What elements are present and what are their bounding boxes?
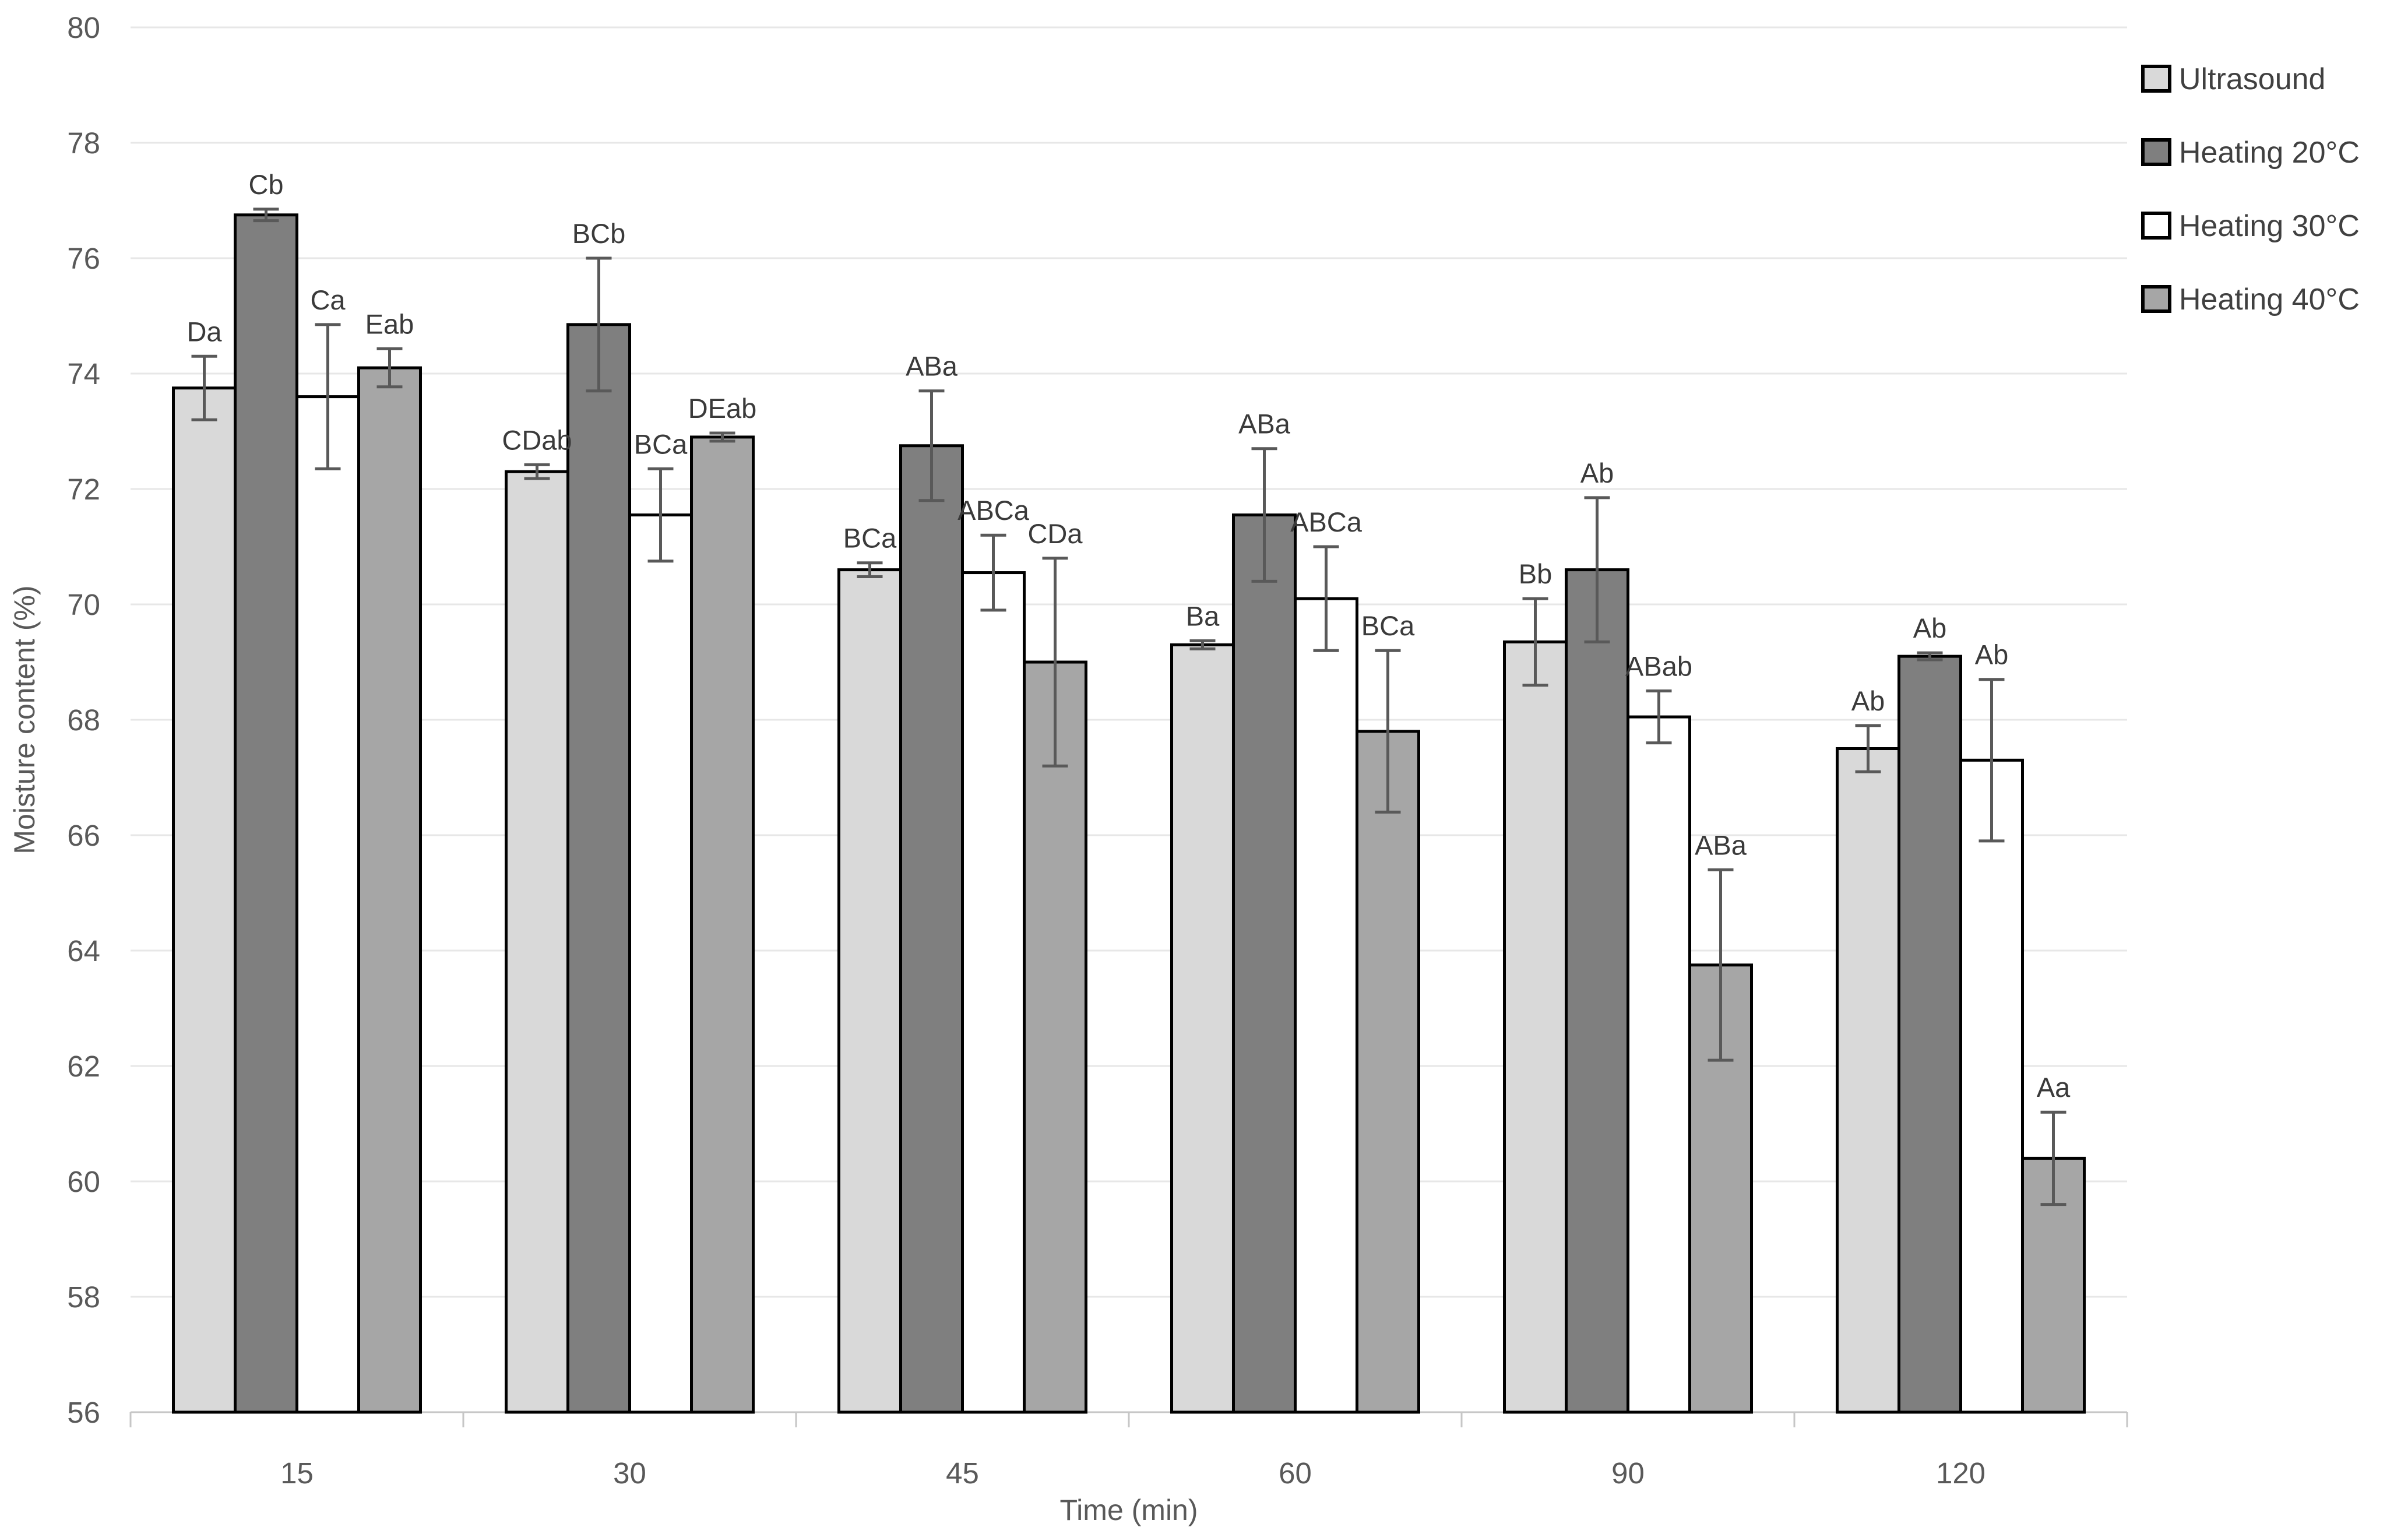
significance-label: Cb bbox=[248, 169, 283, 200]
significance-label: ABa bbox=[1695, 829, 1747, 860]
x-axis-title: Time (min) bbox=[1059, 1494, 1198, 1526]
x-tick-label: 15 bbox=[280, 1456, 314, 1490]
significance-label: Ab bbox=[1580, 458, 1614, 488]
y-axis-title: Moisture content (%) bbox=[8, 585, 41, 854]
significance-label: BCa bbox=[843, 523, 897, 554]
bar-45min-series-3 bbox=[961, 571, 1026, 1414]
bar-90min-series-2 bbox=[1565, 568, 1629, 1414]
y-tick-label: 80 bbox=[67, 11, 100, 44]
bar-15min-series-2 bbox=[234, 213, 298, 1414]
significance-label: Ab bbox=[1851, 685, 1885, 716]
bar-30min-series-4 bbox=[690, 435, 755, 1414]
bar-90min-series-3 bbox=[1627, 715, 1691, 1414]
significance-label: Eab bbox=[365, 308, 414, 339]
significance-label: ABCa bbox=[1290, 506, 1363, 537]
legend-label: Ultrasound bbox=[2179, 62, 2325, 96]
y-tick-label: 58 bbox=[67, 1280, 100, 1314]
y-tick-label: 64 bbox=[67, 934, 100, 967]
bar-45min-series-1 bbox=[837, 568, 902, 1414]
bar-60min-series-4 bbox=[1356, 730, 1420, 1414]
x-tick-label: 45 bbox=[946, 1456, 979, 1490]
y-tick-label: 56 bbox=[67, 1396, 100, 1429]
y-tick-label: 72 bbox=[67, 473, 100, 506]
y-tick-label: 68 bbox=[67, 703, 100, 737]
significance-label: BCb bbox=[572, 218, 625, 249]
bar-60min-series-1 bbox=[1170, 643, 1235, 1414]
x-tick-label: 60 bbox=[1279, 1456, 1312, 1490]
bar-120min-series-2 bbox=[1897, 655, 1962, 1414]
legend-swatch-series-3 bbox=[2141, 212, 2171, 240]
legend-label: Heating 20°C bbox=[2179, 136, 2360, 170]
bar-45min-series-4 bbox=[1023, 660, 1087, 1414]
significance-label: Da bbox=[186, 316, 222, 347]
legend-label: Heating 40°C bbox=[2179, 283, 2360, 316]
significance-label: Ca bbox=[310, 284, 346, 315]
bar-45min-series-2 bbox=[899, 444, 964, 1414]
significance-label: DEab bbox=[688, 393, 757, 424]
y-tick-label: 76 bbox=[67, 242, 100, 275]
x-tick-label: 120 bbox=[1936, 1456, 1985, 1490]
bar-30min-series-3 bbox=[628, 513, 693, 1414]
significance-label: Bb bbox=[1519, 558, 1552, 589]
significance-label: BCa bbox=[634, 428, 688, 459]
significance-label: Aa bbox=[2037, 1072, 2071, 1103]
y-tick-label: 66 bbox=[67, 819, 100, 852]
significance-label: ABa bbox=[1238, 409, 1291, 439]
bar-15min-series-1 bbox=[172, 386, 237, 1414]
bar-90min-series-1 bbox=[1503, 640, 1568, 1414]
bar-60min-series-2 bbox=[1232, 513, 1297, 1414]
legend-swatch-series-2 bbox=[2141, 138, 2171, 166]
y-tick-label: 62 bbox=[67, 1050, 100, 1083]
bar-120min-series-1 bbox=[1836, 747, 1900, 1414]
significance-label: Ab bbox=[1975, 639, 2009, 670]
significance-label: ABCa bbox=[957, 495, 1030, 526]
legend-swatch-series-4 bbox=[2141, 285, 2171, 313]
y-tick-label: 74 bbox=[67, 357, 100, 390]
bar-120min-series-4 bbox=[2021, 1156, 2086, 1414]
significance-label: CDa bbox=[1027, 518, 1083, 549]
significance-label: Ab bbox=[1913, 613, 1947, 643]
bar-30min-series-2 bbox=[566, 323, 631, 1414]
significance-label: BCa bbox=[1361, 610, 1415, 641]
significance-label: ABab bbox=[1625, 651, 1692, 682]
bar-30min-series-1 bbox=[505, 470, 569, 1414]
x-tick-label: 90 bbox=[1611, 1456, 1645, 1490]
bar-15min-series-3 bbox=[295, 395, 360, 1414]
significance-label: ABa bbox=[906, 351, 958, 382]
significance-label: CDab bbox=[502, 424, 572, 455]
legend-label: Heating 30°C bbox=[2179, 209, 2360, 243]
bar-60min-series-3 bbox=[1294, 597, 1358, 1414]
y-tick-label: 60 bbox=[67, 1165, 100, 1198]
bar-15min-series-4 bbox=[357, 366, 422, 1414]
bar-120min-series-3 bbox=[1959, 758, 2024, 1414]
x-tick-label: 30 bbox=[613, 1456, 646, 1490]
legend-swatch-series-1 bbox=[2141, 65, 2171, 93]
y-tick-label: 78 bbox=[67, 126, 100, 160]
significance-label: Ba bbox=[1186, 600, 1220, 631]
y-tick-label: 70 bbox=[67, 588, 100, 621]
